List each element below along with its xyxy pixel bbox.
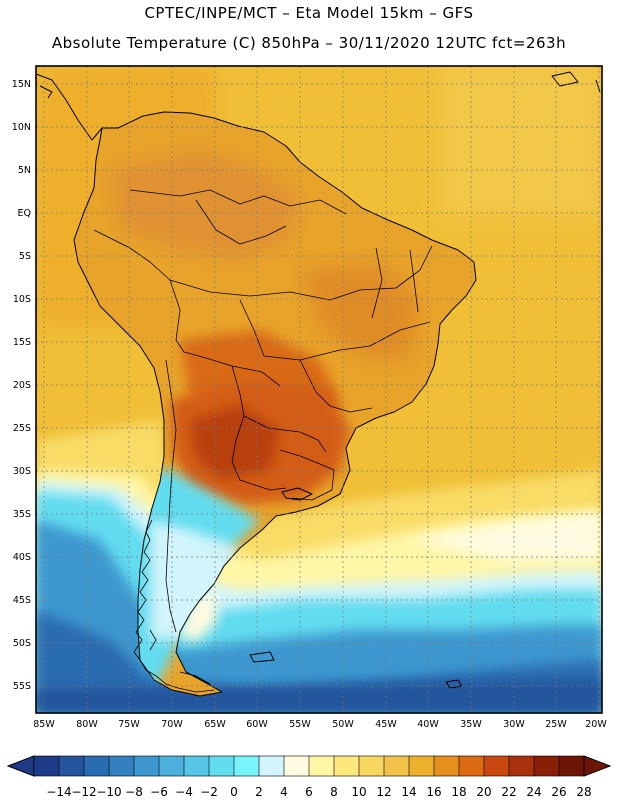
triangle-right-icon (583, 755, 612, 777)
lat-label: 35S (13, 509, 31, 520)
map-frame (35, 65, 603, 714)
lat-label: 50S (13, 638, 31, 649)
colorbar-swatch (558, 755, 585, 777)
lon-label: 35W (460, 719, 482, 730)
lon-label: 25W (545, 719, 567, 730)
lat-label: 40S (13, 552, 31, 563)
colorbar-tick-label: 4 (280, 785, 288, 799)
lat-label: 15S (13, 337, 31, 348)
colorbar-swatch (58, 755, 85, 777)
lat-label: 15N (12, 79, 31, 90)
colorbar-tick-label: −12 (71, 785, 96, 799)
colorbar-swatch (208, 755, 235, 777)
colorbar-tick-label: 20 (476, 785, 491, 799)
colorbar-tick-label: 2 (255, 785, 263, 799)
colorbar-tick-label: 8 (330, 785, 338, 799)
latitude-labels: 15N 10N 5N EQ 5S 10S 15S 20S 25S 30S 35S… (12, 79, 31, 692)
colorbar-swatch (33, 755, 60, 777)
colorbar-tick-label: −8 (125, 785, 143, 799)
triangle-left-icon (6, 755, 35, 777)
colorbar-tick-label: 10 (351, 785, 366, 799)
colorbar-tick-label: −14 (46, 785, 71, 799)
colorbar-tick-label: −10 (96, 785, 121, 799)
lat-lon-grid (36, 66, 602, 713)
colorbar-tick-label: 28 (576, 785, 591, 799)
lat-label: 10N (12, 122, 31, 133)
chile-fjords (133, 519, 215, 693)
colorbar-swatch (333, 755, 360, 777)
colorbar-tick-label: 18 (451, 785, 466, 799)
colorbar-swatch (483, 755, 510, 777)
colorbar-swatch (383, 755, 410, 777)
coastline (35, 71, 601, 697)
colorbar-swatch (458, 755, 485, 777)
colorbar-tick-label: −6 (150, 785, 168, 799)
lon-label: 20W (585, 719, 607, 730)
colorbar-swatch (258, 755, 285, 777)
lat-label: 55S (13, 681, 31, 692)
colorbar-tick-label: 14 (401, 785, 416, 799)
lat-label: 20S (13, 380, 31, 391)
lon-label: 30W (503, 719, 525, 730)
colorbar-swatch (508, 755, 535, 777)
colorbar-swatch (308, 755, 335, 777)
lon-label: 75W (118, 719, 140, 730)
longitude-labels: 85W 80W 75W 70W 65W 60W 55W 50W 45W 40W … (33, 719, 607, 730)
colorbar-swatch (533, 755, 560, 777)
chart-title-line2: Absolute Temperature (C) 850hPa – 30/11/… (51, 34, 567, 52)
colorbar-tick-label: 26 (551, 785, 566, 799)
colorbar-tick-label: −4 (175, 785, 193, 799)
colorbar-swatch (183, 755, 210, 777)
lat-label: 10S (13, 294, 31, 305)
lon-label: 45W (375, 719, 397, 730)
colorbar-swatch (108, 755, 135, 777)
lon-label: 65W (204, 719, 226, 730)
colorbar-swatch (408, 755, 435, 777)
chart-title-line1: CPTEC/INPE/MCT – Eta Model 15km – GFS (144, 4, 474, 22)
colorbar-tick-label: −2 (200, 785, 218, 799)
colorbar-tick-label: 0 (230, 785, 238, 799)
colorbar-tick-label: 6 (305, 785, 313, 799)
lat-label: 25S (13, 423, 31, 434)
temperature-field (36, 66, 602, 713)
lat-label: 45S (13, 595, 31, 606)
lon-label: 70W (161, 719, 183, 730)
colorbar-tick-label: 22 (501, 785, 516, 799)
lon-label: 50W (332, 719, 354, 730)
lon-label: 85W (33, 719, 55, 730)
lat-label: 5S (19, 251, 31, 262)
colorbar-swatch (158, 755, 185, 777)
colorbar-swatch (283, 755, 310, 777)
colorbar-swatch (233, 755, 260, 777)
lon-label: 40W (417, 719, 439, 730)
colorbar-tick-label: 16 (426, 785, 441, 799)
lon-label: 80W (76, 719, 98, 730)
colorbar: −14 −12 −10 −8 −6 −4 −2 0 2 4 6 8 10 12 14 16 18 20 22 24 26… (6, 755, 612, 799)
lat-label: EQ (18, 208, 31, 219)
lon-label: 60W (246, 719, 268, 730)
lat-label: 30S (13, 466, 31, 477)
colorbar-tick-label: 24 (526, 785, 541, 799)
colorbar-swatch (83, 755, 110, 777)
colorbar-swatch (358, 755, 385, 777)
lon-label: 55W (289, 719, 311, 730)
lat-label: 5N (18, 165, 31, 176)
colorbar-swatch (133, 755, 160, 777)
colorbar-swatch (433, 755, 460, 777)
colorbar-tick-label: 12 (376, 785, 391, 799)
